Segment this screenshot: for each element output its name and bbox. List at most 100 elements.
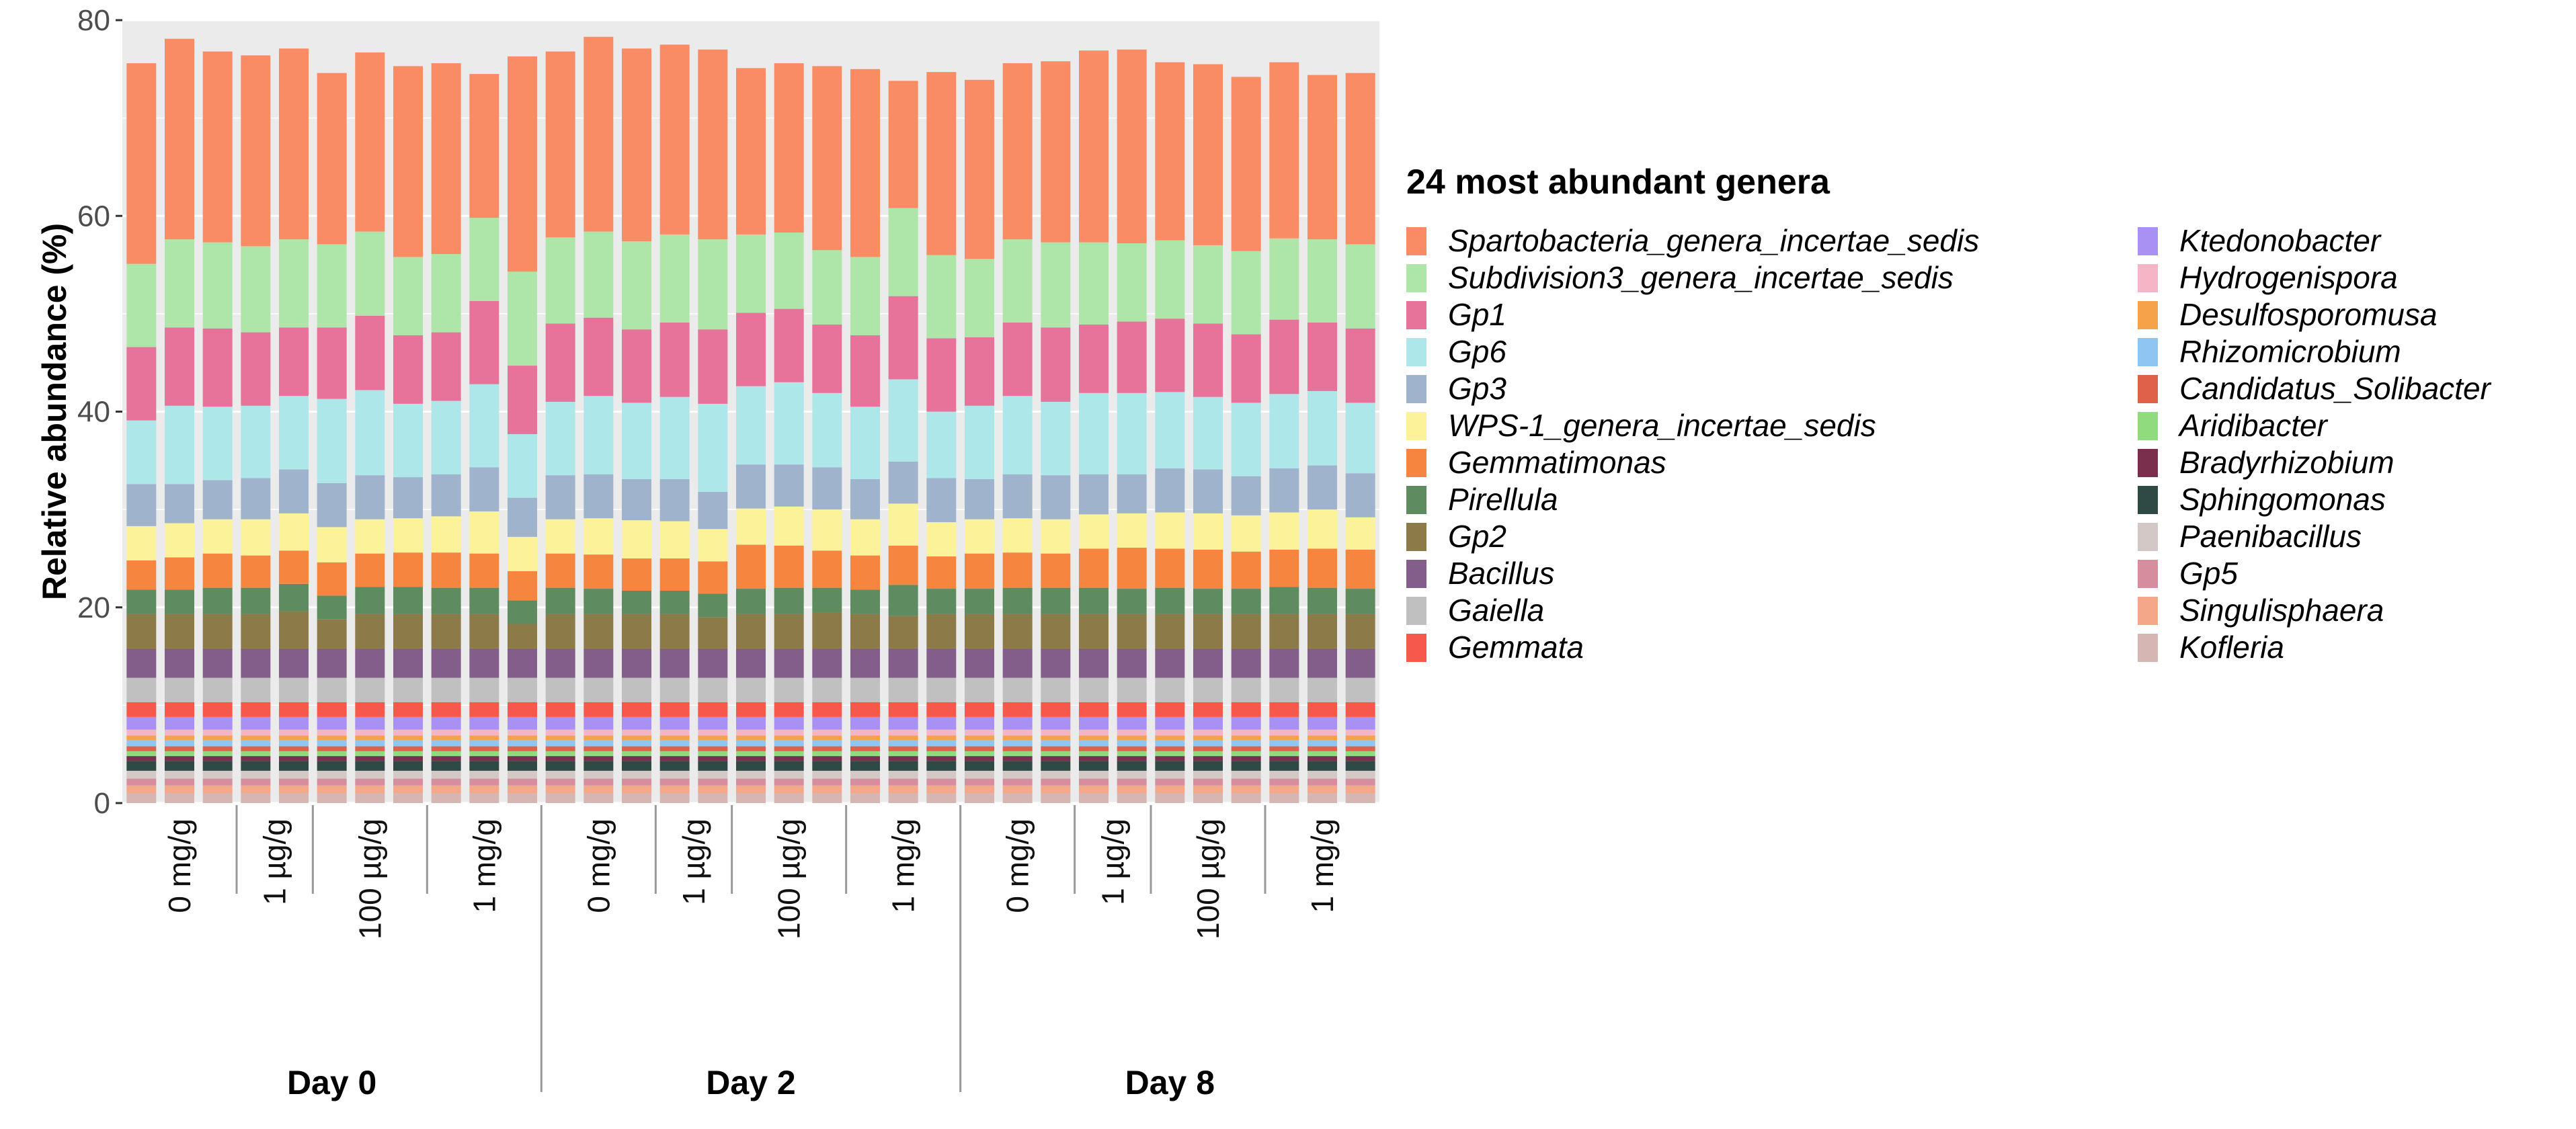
bar-segment: [812, 677, 842, 703]
bar-segment: [431, 63, 461, 255]
bar-segment: [774, 793, 804, 803]
legend-key: [1406, 264, 1426, 292]
bar-segment: [659, 648, 690, 678]
bar-segment: [698, 751, 728, 757]
day-label: Day 0: [287, 1064, 376, 1101]
bar-segment: [1079, 746, 1109, 751]
bar-segment: [202, 51, 233, 243]
bar-segment: [126, 785, 157, 794]
bar-segment: [279, 648, 309, 678]
bar-segment: [355, 716, 385, 730]
bar-segment: [1002, 729, 1033, 736]
bar-segment: [1155, 740, 1185, 747]
bar-segment: [1269, 549, 1299, 587]
bar-segment: [850, 519, 880, 556]
bar-segment: [1155, 778, 1185, 786]
bar-segment: [1117, 243, 1147, 322]
bar-segment: [698, 403, 728, 492]
bar-segment: [659, 590, 690, 614]
bar-segment: [965, 761, 994, 771]
bar-segment: [1117, 756, 1147, 761]
bar-segment: [888, 677, 918, 703]
bar-segment: [698, 716, 728, 730]
bar-segment: [965, 553, 994, 589]
bar-segment: [850, 555, 880, 590]
legend-key: [1406, 301, 1426, 329]
bar-segment: [659, 716, 690, 730]
bar-segment: [355, 519, 385, 554]
bar-segment: [622, 590, 651, 614]
bar-segment: [583, 702, 614, 717]
bar-segment: [965, 337, 994, 406]
bar-segment: [508, 600, 537, 624]
bar-segment: [965, 259, 994, 337]
bar-segment: [1041, 677, 1071, 703]
bar-segment: [126, 589, 157, 614]
bar-segment: [279, 785, 309, 794]
bar-segment: [1041, 587, 1071, 614]
bar-segment: [393, 793, 423, 803]
bar-segment: [393, 66, 423, 257]
bar-segment: [1041, 61, 1071, 243]
bar-segment: [126, 560, 157, 590]
bar-segment: [1307, 465, 1337, 510]
bar-segment: [1079, 587, 1109, 614]
y-tick-label: 0: [94, 787, 110, 820]
bar-segment: [1117, 702, 1147, 717]
bar-segment: [469, 648, 499, 678]
bar-segment: [1269, 716, 1299, 730]
bar-segment: [241, 702, 271, 717]
bar-segment: [622, 729, 651, 736]
bar-segment: [126, 420, 157, 485]
bar-segment: [469, 756, 499, 761]
bar-segment: [1079, 761, 1109, 771]
bar-segment: [965, 716, 994, 730]
bar-segment: [659, 761, 690, 771]
bar-segment: [1193, 735, 1223, 741]
bar-segment: [812, 729, 842, 736]
bar-segment: [1155, 793, 1185, 803]
bar-segment: [1079, 548, 1109, 588]
bar-segment: [1041, 729, 1071, 736]
bar-segment: [355, 751, 385, 757]
bar-segment: [317, 756, 347, 761]
bar-segment: [279, 513, 309, 551]
bar-segment: [317, 729, 347, 736]
bar-segment: [888, 751, 918, 757]
bar-segment: [659, 770, 690, 779]
bar-segment: [317, 746, 347, 751]
bar-segment: [965, 589, 994, 614]
bar-segment: [926, 338, 957, 412]
bar-segment: [431, 735, 461, 741]
bar-segment: [1002, 756, 1033, 761]
legend-item: Spartobacteria_genera_incertae_sedis: [1406, 223, 1979, 258]
legend-key: [2138, 486, 2158, 514]
bar-segment: [1307, 239, 1337, 323]
bar-segment: [393, 648, 423, 678]
bar-segment: [774, 751, 804, 757]
bar-segment: [659, 478, 690, 521]
legend-key: [1406, 560, 1426, 588]
bar-segment: [1307, 770, 1337, 779]
bar-segment: [165, 677, 194, 703]
bar-segment: [126, 756, 157, 761]
legend-item: WPS-1_genera_incertae_sedis: [1406, 408, 1876, 443]
bar-segment: [355, 793, 385, 803]
bar-segment: [1117, 740, 1147, 747]
bar-segment: [393, 729, 423, 736]
bar-segment: [431, 761, 461, 771]
bar-segment: [888, 729, 918, 736]
legend-item: Gp1: [1406, 297, 1506, 332]
bar-segment: [1193, 245, 1223, 324]
bar-segment: [698, 677, 728, 703]
bar-segment: [241, 246, 271, 333]
bar-segment: [850, 756, 880, 761]
bar-segment: [279, 793, 309, 803]
bar-segment: [508, 735, 537, 741]
bar-segment: [317, 73, 347, 245]
legend-key: [2138, 301, 2158, 329]
bar-segment: [1041, 740, 1071, 747]
bar-segment: [698, 49, 728, 240]
bar-segment: [1269, 756, 1299, 761]
bar-segment: [583, 716, 614, 730]
